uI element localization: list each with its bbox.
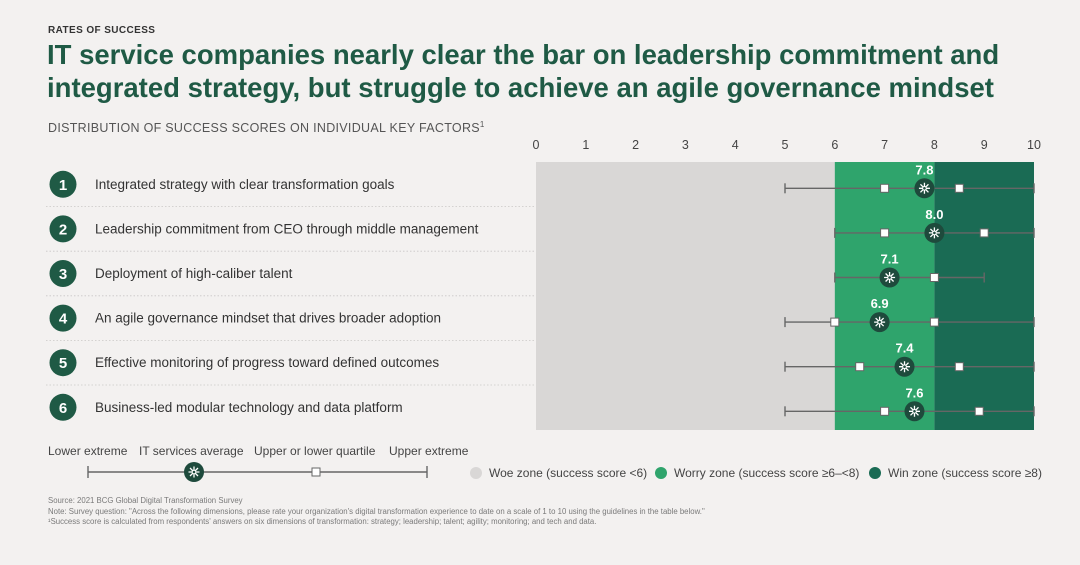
row-label: Effective monitoring of progress toward … (95, 355, 439, 370)
x-tick-label: 5 (782, 138, 789, 152)
row-label: Deployment of high-caliber talent (95, 266, 293, 281)
x-tick-label: 7 (881, 138, 888, 152)
upper-quartile-marker (954, 362, 964, 372)
subtitle-footnote-mark: 1 (479, 120, 485, 129)
legend-worry-label: Worry zone (success score ≥6–<8) (674, 466, 859, 480)
x-tick-label: 10 (1027, 138, 1041, 152)
row-badge (49, 304, 77, 332)
lower-quartile-marker (880, 406, 890, 416)
average-value-label: 7.1 (881, 252, 899, 267)
average-marker-dot (932, 230, 937, 236)
average-marker-dot (912, 409, 917, 414)
average-value-label: 7.4 (895, 341, 914, 356)
x-tick-label: 3 (682, 138, 689, 152)
average-marker (894, 356, 915, 377)
legend-lower-extreme: Lower extreme (48, 444, 128, 458)
row-label: Leadership commitment from CEO through m… (95, 221, 479, 236)
upper-quartile-marker (954, 183, 964, 193)
lower-quartile-marker (855, 362, 865, 372)
zone-worry (834, 162, 935, 430)
legend-woe-label: Woe zone (success score <6) (489, 466, 647, 480)
x-tick-label: 8 (931, 138, 938, 152)
row-label: An agile governance mindset that drives … (95, 311, 441, 326)
legend-average: IT services average (139, 444, 244, 458)
legend-quartile-marker (311, 467, 321, 477)
average-value-label: 6.9 (871, 296, 889, 311)
row-badge (49, 170, 77, 198)
upper-quartile-marker (929, 273, 939, 282)
row-rank: 2 (59, 221, 67, 238)
legend-average-marker (184, 462, 204, 482)
lower-quartile-marker (830, 317, 840, 327)
legend-quartile: Upper or lower quartile (254, 444, 376, 458)
footer-footnote: ¹Success score is calculated from respon… (48, 517, 597, 526)
average-value-label: 8.0 (925, 207, 943, 222)
average-marker (904, 401, 925, 422)
average-marker (879, 267, 900, 288)
row-rank: 4 (59, 311, 68, 328)
x-tick-label: 1 (582, 138, 589, 152)
average-marker-dot (922, 186, 927, 191)
zone-woe (536, 162, 835, 430)
chart-subtitle: DISTRIBUTION OF SUCCESS SCORES ON INDIVI… (48, 120, 485, 135)
legend-win-label: Win zone (success score ≥8) (888, 466, 1042, 480)
kicker: RATES OF SUCCESS (48, 25, 156, 36)
row-badge (49, 349, 77, 377)
x-tick-label: 2 (632, 138, 639, 152)
legend-average-marker-dot (191, 469, 197, 475)
footer-note: Note: Survey question: "Across the follo… (48, 506, 705, 516)
row-badge (49, 393, 77, 421)
average-marker-dot (877, 319, 882, 325)
upper-quartile-marker (979, 228, 989, 238)
subtitle-text: DISTRIBUTION OF SUCCESS SCORES ON INDIVI… (48, 121, 480, 136)
row-rank: 3 (59, 266, 67, 283)
average-marker (914, 178, 935, 199)
x-tick-label: 4 (732, 138, 739, 152)
row-label: Integrated strategy with clear transform… (95, 177, 395, 192)
legend-worry-swatch (655, 467, 667, 479)
legend-win-swatch (869, 467, 881, 479)
average-value-label: 7.6 (905, 385, 923, 400)
row-badge (49, 215, 77, 243)
x-tick-label: 9 (981, 138, 988, 152)
average-marker-dot (887, 275, 892, 280)
legend-woe-swatch (470, 467, 482, 479)
row-rank: 5 (59, 355, 67, 372)
average-marker-dot (902, 364, 907, 370)
footer-source: Source: 2021 BCG Global Digital Transfor… (48, 496, 243, 505)
footer: Source: 2021 BCG Global Digital Transfor… (48, 496, 705, 528)
x-tick-label: 0 (533, 138, 540, 152)
row-rank: 1 (59, 177, 67, 194)
upper-quartile-marker (929, 317, 939, 327)
lower-quartile-marker (880, 228, 890, 238)
upper-quartile-marker (974, 406, 984, 416)
row-label: Business-led modular technology and data… (95, 400, 403, 415)
lower-quartile-marker (880, 183, 890, 193)
legend-upper-extreme: Upper extreme (389, 444, 469, 458)
average-value-label: 7.8 (915, 162, 933, 177)
row-rank: 6 (59, 400, 67, 417)
chart-title: IT service companies nearly clear the ba… (47, 39, 1000, 103)
average-marker (869, 312, 890, 333)
x-tick-label: 6 (831, 138, 838, 152)
row-badge (49, 260, 77, 287)
average-marker (924, 222, 945, 243)
zone-win (934, 162, 1034, 430)
